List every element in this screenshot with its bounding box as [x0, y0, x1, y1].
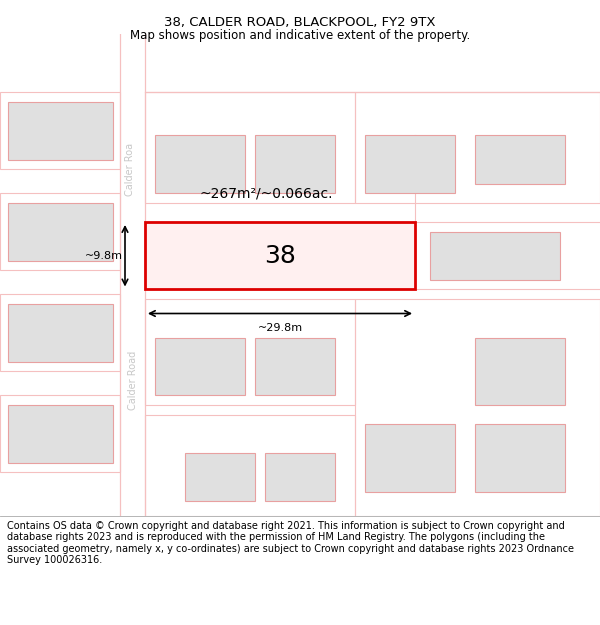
Bar: [145, 414, 355, 516]
Bar: [120, 34, 145, 516]
Text: Map shows position and indicative extent of the property.: Map shows position and indicative extent…: [130, 29, 470, 42]
Text: Calder Road: Calder Road: [128, 351, 137, 411]
Bar: [7, 304, 113, 362]
Text: 38, CALDER ROAD, BLACKPOOL, FY2 9TX: 38, CALDER ROAD, BLACKPOOL, FY2 9TX: [164, 16, 436, 29]
Bar: [430, 232, 560, 280]
Bar: [255, 338, 335, 396]
Bar: [355, 92, 600, 202]
Bar: [365, 136, 455, 193]
Text: ~267m²/~0.066ac.: ~267m²/~0.066ac.: [200, 186, 333, 200]
Bar: [185, 453, 255, 501]
Bar: [475, 136, 565, 184]
Bar: [255, 136, 335, 193]
Bar: [0, 193, 120, 270]
Text: Contains OS data © Crown copyright and database right 2021. This information is : Contains OS data © Crown copyright and d…: [7, 521, 574, 566]
Text: Calder Roa: Calder Roa: [125, 142, 135, 196]
Bar: [0, 294, 120, 371]
Bar: [145, 34, 600, 92]
Bar: [155, 227, 255, 284]
Bar: [265, 453, 335, 501]
Bar: [155, 136, 245, 193]
Bar: [145, 92, 355, 202]
Bar: [0, 396, 120, 472]
Bar: [145, 222, 415, 289]
Text: ~9.8m: ~9.8m: [85, 251, 122, 261]
Text: ~29.8m: ~29.8m: [257, 323, 302, 333]
Bar: [365, 424, 455, 491]
Bar: [155, 338, 245, 396]
Bar: [0, 92, 120, 169]
Bar: [475, 338, 565, 405]
Bar: [7, 102, 113, 159]
Bar: [7, 202, 113, 261]
Bar: [355, 299, 600, 516]
Text: 38: 38: [264, 244, 296, 268]
Bar: [475, 424, 565, 491]
Bar: [145, 299, 355, 405]
Bar: [7, 405, 113, 462]
